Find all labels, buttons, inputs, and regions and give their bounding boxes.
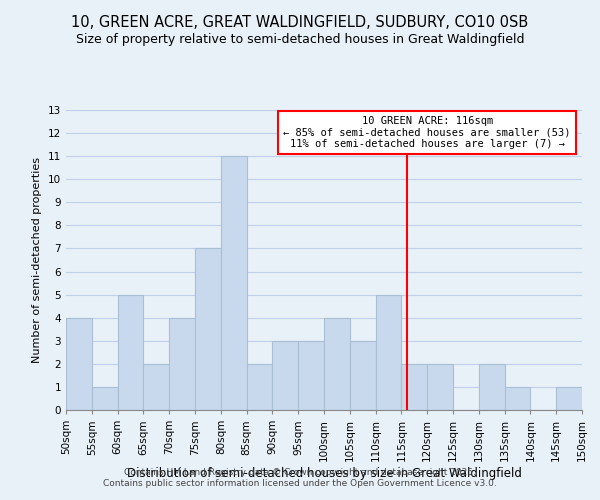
Bar xyxy=(427,364,453,410)
Bar xyxy=(272,341,298,410)
Bar xyxy=(92,387,118,410)
Bar xyxy=(479,364,505,410)
Bar xyxy=(401,364,427,410)
Text: Contains HM Land Registry data © Crown copyright and database right 2025.
Contai: Contains HM Land Registry data © Crown c… xyxy=(103,468,497,487)
Bar xyxy=(298,341,324,410)
X-axis label: Distribution of semi-detached houses by size in Great Waldingfield: Distribution of semi-detached houses by … xyxy=(127,466,521,479)
Bar xyxy=(505,387,530,410)
Bar xyxy=(247,364,272,410)
Y-axis label: Number of semi-detached properties: Number of semi-detached properties xyxy=(32,157,43,363)
Bar xyxy=(118,294,143,410)
Text: Size of property relative to semi-detached houses in Great Waldingfield: Size of property relative to semi-detach… xyxy=(76,32,524,46)
Bar xyxy=(376,294,401,410)
Bar xyxy=(350,341,376,410)
Bar xyxy=(195,248,221,410)
Bar xyxy=(66,318,92,410)
Text: 10 GREEN ACRE: 116sqm
← 85% of semi-detached houses are smaller (53)
11% of semi: 10 GREEN ACRE: 116sqm ← 85% of semi-deta… xyxy=(283,116,571,149)
Bar xyxy=(143,364,169,410)
Bar xyxy=(221,156,247,410)
Bar xyxy=(169,318,195,410)
Bar xyxy=(324,318,350,410)
Bar xyxy=(556,387,582,410)
Text: 10, GREEN ACRE, GREAT WALDINGFIELD, SUDBURY, CO10 0SB: 10, GREEN ACRE, GREAT WALDINGFIELD, SUDB… xyxy=(71,15,529,30)
